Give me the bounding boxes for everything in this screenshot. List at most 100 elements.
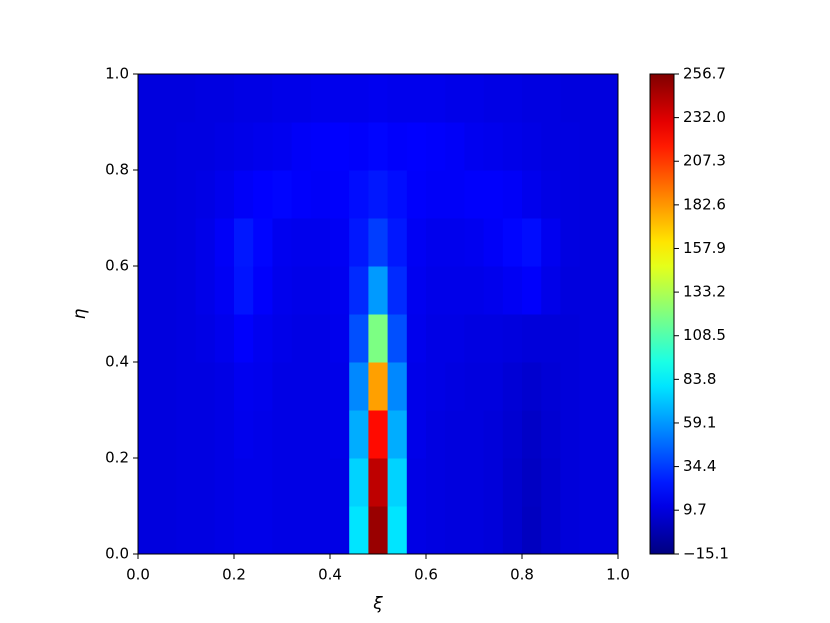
heat-cell [310,362,331,411]
heat-cell [310,266,331,315]
heat-cell [214,314,235,363]
heat-cell [387,314,408,363]
heat-cell [176,218,197,267]
heat-cell [445,122,465,171]
heat-cell [598,362,619,411]
heat-cell [234,506,254,555]
heat-cell [522,314,542,363]
heat-cell [349,410,369,459]
heat-cell [291,314,312,363]
heat-cell [502,74,523,123]
heat-cell [310,122,331,171]
heat-cell [330,506,350,555]
heat-cell [522,218,542,267]
heat-cell [349,458,369,507]
heat-cell [291,506,312,555]
heat-cell [195,314,216,363]
heat-cell [598,266,619,315]
heat-cell [464,506,485,555]
heat-cell [330,122,350,171]
heat-cell [138,506,158,555]
heat-cell [464,266,485,315]
y-axis-label: η [70,308,90,319]
heat-cell [406,506,427,555]
heat-cell [406,362,427,411]
heat-cell [426,362,446,411]
heat-cell [157,314,177,363]
heat-cell [195,410,216,459]
heat-cell [310,170,331,219]
heat-cell [541,506,561,555]
heat-cell [138,266,158,315]
heat-cell [157,410,177,459]
y-tick-label: 1.0 [105,65,129,83]
heat-cell [483,362,504,411]
heat-cell [176,170,197,219]
x-tick-label: 0.4 [318,566,342,584]
heat-cell [157,506,177,555]
heat-cell [234,362,254,411]
heat-cell [253,170,273,219]
heat-cell [176,314,197,363]
heat-cell [426,506,446,555]
heat-cell [234,410,254,459]
heat-cell [406,218,427,267]
heat-cell [368,170,389,219]
heat-cell [176,458,197,507]
heat-cell [483,266,504,315]
heat-cell [522,506,542,555]
colorbar-tick-label: 59.1 [683,413,716,431]
heat-cell [234,170,254,219]
colorbar-tick-label: 9.7 [683,501,707,519]
heat-cell [445,266,465,315]
colorbar-tick-label: 83.8 [683,370,716,388]
heat-cell [368,506,389,555]
colorbar-tick-label: 256.7 [683,65,726,83]
heat-cell [349,122,369,171]
heat-cell [291,122,312,171]
heat-cell [349,314,369,363]
heat-cell [598,218,619,267]
heat-cell [522,362,542,411]
y-tick-label: 0.4 [105,353,129,371]
colorbar-tick-label: 133.2 [683,283,726,301]
heat-cell [214,362,235,411]
heat-cell [560,122,581,171]
heat-cell [214,170,235,219]
colorbar [649,73,675,555]
heat-cell [214,458,235,507]
heat-cell [176,74,197,123]
heat-cell [598,74,619,123]
y-tick-label: 0.6 [105,257,129,275]
heat-cell [598,458,619,507]
heat-cell [272,266,293,315]
colorbar-tick-label: 232.0 [683,108,726,126]
heat-cell [387,74,408,123]
heat-cell [522,122,542,171]
colorbar-tick-label: 207.3 [683,152,726,170]
heat-cell [138,218,158,267]
heat-cell [483,410,504,459]
heat-cell [138,410,158,459]
heat-cell [502,458,523,507]
heat-cell [579,458,600,507]
heat-cell [157,266,177,315]
heat-cell [541,122,561,171]
heat-cell [349,506,369,555]
heat-cell [234,266,254,315]
heat-cell [195,506,216,555]
heat-cell [157,74,177,123]
heat-cell [560,266,581,315]
heat-cell [579,74,600,123]
x-tick-label: 1.0 [606,566,630,584]
colorbar-tick-label: 108.5 [683,326,726,344]
heat-cell [541,170,561,219]
plot-frame [137,73,619,555]
heat-cell [387,122,408,171]
heat-cell [234,122,254,171]
heat-cell [253,314,273,363]
heat-cell [445,74,465,123]
heat-cell [598,506,619,555]
heat-cell [541,458,561,507]
heat-cell [445,506,465,555]
